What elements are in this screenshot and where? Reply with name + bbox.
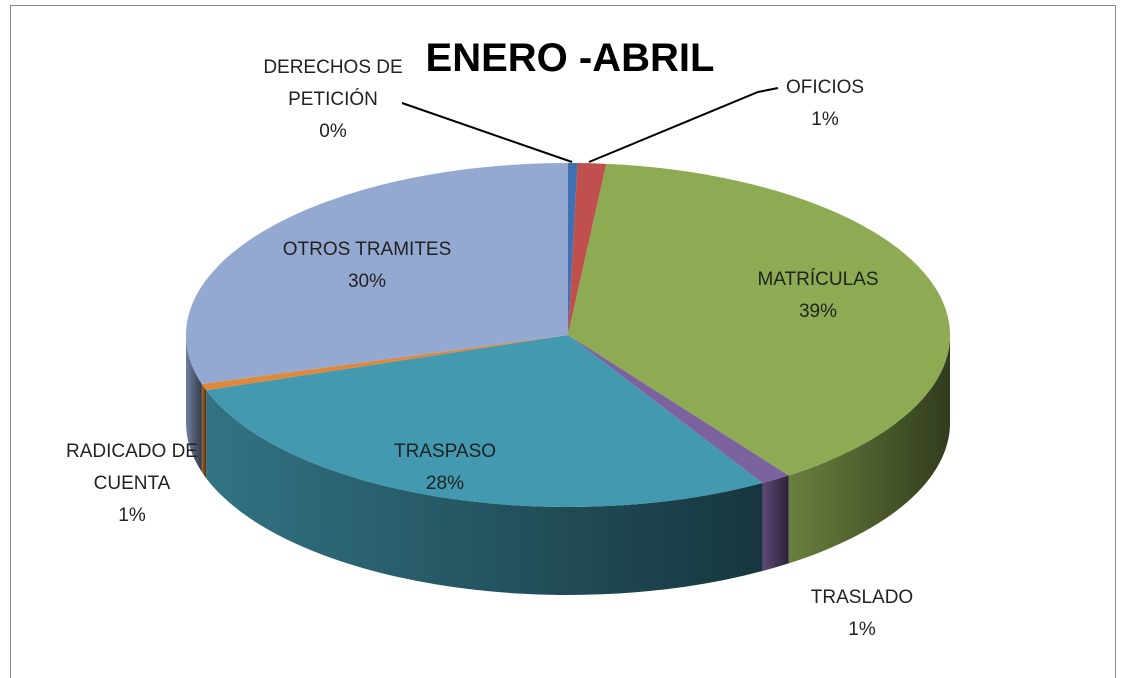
data-label-category: OTROS TRAMITES xyxy=(282,239,452,260)
data-label-value: 30% xyxy=(347,271,387,292)
pie-slice-side xyxy=(206,390,763,595)
data-label: DERECHOS DE PETICIÓN 0% xyxy=(253,52,413,148)
chart-frame xyxy=(10,5,1116,678)
pie-slice xyxy=(185,163,569,385)
data-label-value: 1% xyxy=(118,505,146,526)
data-label-category: DERECHOS DE PETICIÓN xyxy=(263,57,403,110)
data-label-category: MATRÍCULAS xyxy=(757,269,879,290)
pie-slice-side xyxy=(186,335,202,473)
pie-slice xyxy=(568,163,578,335)
pie xyxy=(185,163,950,595)
data-label-category: OFICIOS xyxy=(785,77,865,98)
data-label-category: TRASLADO xyxy=(810,587,914,608)
pie-slice-side xyxy=(762,475,789,572)
data-label: OTROS TRAMITES 30% xyxy=(252,234,482,298)
data-label-value: 39% xyxy=(798,301,838,322)
data-label: MATRÍCULAS 39% xyxy=(718,264,918,328)
data-label-category: RADICADO DE CUENTA xyxy=(66,441,198,494)
pie-slice-side xyxy=(788,335,950,564)
pie-slice xyxy=(201,335,569,391)
data-label: OFICIOS 1% xyxy=(765,72,885,136)
data-label-value: 1% xyxy=(848,619,876,640)
pie-slice xyxy=(206,335,763,508)
leader-line xyxy=(401,102,573,163)
data-label-value: 1% xyxy=(811,109,839,130)
leader-line xyxy=(588,87,779,163)
pie-slice xyxy=(568,163,950,476)
data-label-value: 0% xyxy=(319,121,347,142)
pie-slice-side xyxy=(201,384,207,479)
data-label: TRASLADO 1% xyxy=(782,582,942,646)
pie-slice xyxy=(568,335,789,484)
pie-slice xyxy=(568,163,607,335)
data-label-value: 28% xyxy=(425,473,465,494)
data-label-category: TRASPASO xyxy=(393,441,497,462)
data-label: TRASPASO 28% xyxy=(345,436,545,500)
chart-title: ENERO -ABRIL xyxy=(425,36,715,80)
data-label: RADICADO DE CUENTA 1% xyxy=(52,436,212,532)
